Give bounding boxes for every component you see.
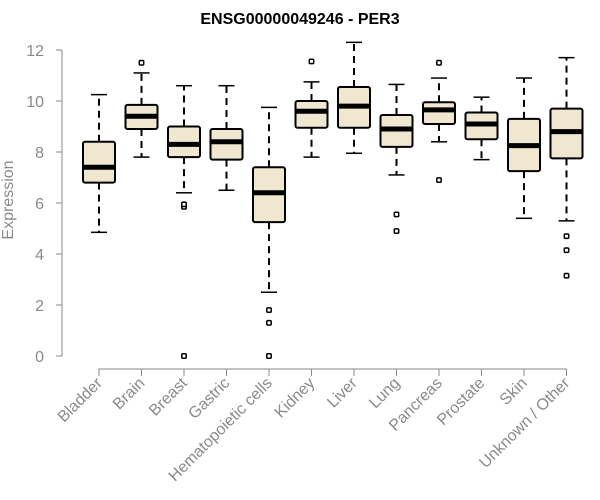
box-group [124, 59, 159, 158]
box [167, 125, 201, 159]
outlier-point [436, 177, 442, 184]
x-category-label: Kidney [272, 375, 319, 422]
outlier-point [181, 353, 187, 359]
outlier-point [393, 211, 400, 218]
x-category-label: Liver [324, 374, 361, 411]
outlier-point [393, 228, 400, 235]
outlier-point [138, 59, 145, 66]
y-tick-label: 12 [26, 43, 44, 60]
y-tick-label: 8 [35, 145, 44, 162]
x-category-label: Bladder [55, 374, 106, 425]
box [82, 140, 116, 184]
outlier-point [308, 58, 315, 65]
x-category-label: Skin [497, 375, 531, 409]
box-group [379, 83, 414, 235]
outlier-point [436, 59, 442, 66]
outlier-point [266, 319, 272, 326]
box-group [507, 77, 541, 220]
y-tick-label: 6 [35, 196, 44, 213]
x-category-label: Prostate [434, 375, 488, 429]
x-category-label: Lung [366, 375, 403, 412]
y-tick-label: 10 [26, 94, 44, 111]
box-group [294, 58, 329, 158]
outlier-point [266, 307, 272, 314]
y-tick-label: 0 [35, 349, 44, 366]
box-group [549, 56, 584, 279]
outlier-point [266, 353, 272, 359]
box-group [337, 41, 371, 155]
box-group [252, 106, 286, 359]
box-group [209, 84, 244, 191]
box [422, 101, 456, 125]
y-axis-label: Expression [0, 160, 17, 239]
boxplot-series [82, 41, 584, 359]
x-category-label: Breast [146, 374, 191, 419]
chart-title: ENSG00000049246 - PER3 [200, 11, 399, 28]
box [209, 128, 244, 161]
outlier-point [563, 272, 570, 279]
box-group [167, 84, 201, 359]
box-group [464, 96, 499, 161]
outlier-point [181, 201, 187, 208]
outlier-point [563, 247, 570, 254]
box-group [422, 59, 456, 184]
box [294, 100, 329, 129]
box-group [82, 93, 116, 234]
y-tick-label: 4 [35, 247, 44, 264]
y-tick-label: 2 [35, 298, 44, 315]
x-category-label: Brain [110, 375, 148, 413]
outlier-point [563, 233, 570, 240]
